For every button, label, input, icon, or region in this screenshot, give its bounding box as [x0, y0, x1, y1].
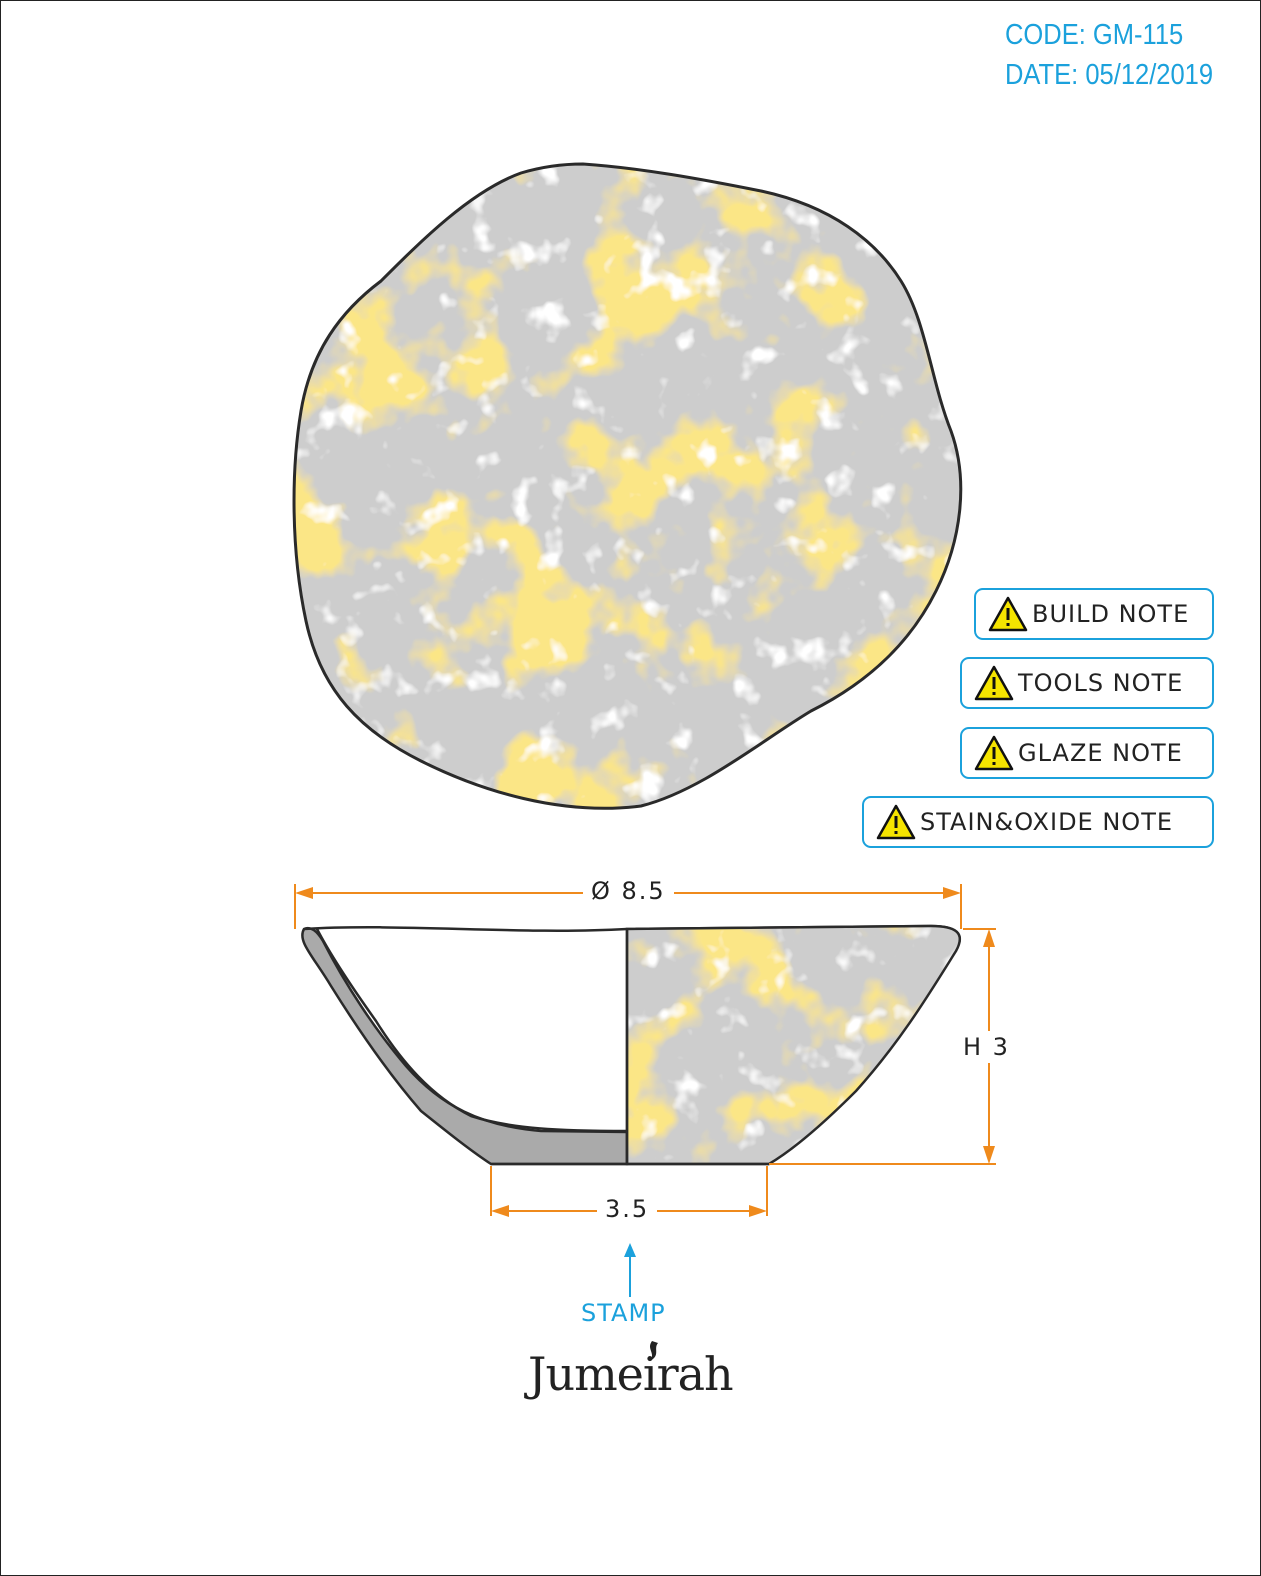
drawing-date: DATE: 05/12/2019: [1005, 59, 1214, 91]
warning-icon: [988, 596, 1028, 632]
glaze-note-label: GLAZE NOTE: [1018, 739, 1183, 767]
exterior-outline: [625, 924, 962, 1166]
warning-icon: [974, 665, 1014, 701]
warning-icon: [974, 735, 1014, 771]
plate-outline: [292, 162, 963, 810]
diameter-label: Ø 8.5: [583, 877, 674, 905]
stain-oxide-note-label: STAIN&OXIDE NOTE: [920, 808, 1174, 836]
logo-mark: [650, 1341, 658, 1361]
tools-note-button[interactable]: TOOLS NOTE: [960, 657, 1214, 709]
product-code: CODE: GM-115: [1005, 19, 1184, 51]
warning-icon: [876, 804, 916, 840]
stamp-arrow: [624, 1243, 636, 1297]
sheet-meta: CODE: GM-115 DATE: 05/12/2019: [1005, 15, 1213, 95]
bowl-side-view: [301, 924, 962, 1166]
build-note-label: BUILD NOTE: [1032, 600, 1190, 628]
brand-logo: Jumeirah: [528, 1347, 734, 1401]
build-note-button[interactable]: BUILD NOTE: [974, 588, 1214, 640]
stamp-label: STAMP: [581, 1299, 666, 1327]
section-wall: [301, 926, 629, 1166]
stain-oxide-note-button[interactable]: STAIN&OXIDE NOTE: [862, 796, 1214, 848]
tools-note-label: TOOLS NOTE: [1018, 669, 1184, 697]
glaze-note-button[interactable]: GLAZE NOTE: [960, 727, 1214, 779]
plate-top-view: [292, 162, 963, 810]
height-label: H 3: [955, 1031, 1018, 1063]
base-diameter-label: 3.5: [597, 1195, 658, 1223]
